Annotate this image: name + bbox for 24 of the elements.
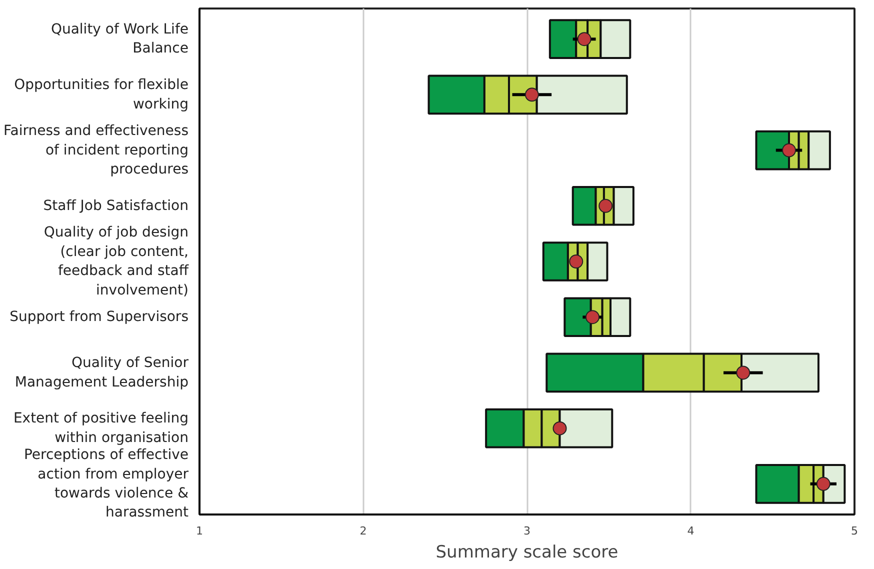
point (569, 254, 584, 268)
point (598, 198, 613, 213)
point (782, 143, 796, 158)
y-tick-label: Staff Job Satisfaction (43, 198, 189, 214)
y-tick-label: Fairness and effectiveness of incident reporting procedures (4, 123, 189, 178)
y-tick-label: Quality of Senior Management Leadership (14, 355, 189, 390)
point (816, 476, 830, 491)
x-tick-label: 1 (196, 524, 203, 538)
point (524, 88, 539, 102)
y-tick-label: Perceptions of effective action from employer towards violence & harassment (24, 447, 190, 521)
y-tick-label: Quality of job design (clear job content, feedback and staff involvement) (44, 224, 189, 298)
point (552, 421, 567, 436)
x-axis-title: Summary scale score (436, 542, 618, 562)
x-tick-label: 4 (687, 524, 694, 538)
y-tick-label: Extent of positive feeling within organisation (13, 410, 189, 446)
point (577, 32, 592, 46)
x-tick-label: 2 (360, 524, 367, 538)
x-tick-label: 3 (524, 524, 530, 538)
x-tick-label: 5 (851, 524, 858, 538)
y-tick-label: Quality of Work Life Balance (50, 21, 189, 57)
y-tick-label: Support from Supervisors (10, 309, 189, 326)
y-tick-label: Opportunities for flexible working (14, 77, 189, 112)
point (736, 366, 750, 380)
point (586, 310, 600, 324)
